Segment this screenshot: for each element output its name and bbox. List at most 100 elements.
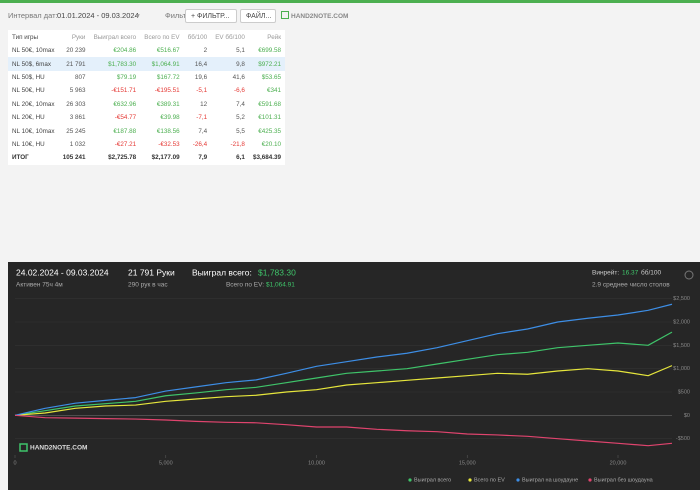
legend-label: Выиграл всего — [414, 477, 451, 483]
cell: -5,1 — [196, 87, 208, 95]
cell: 19,6 — [194, 73, 208, 81]
cell: 26 303 — [66, 100, 86, 108]
y-tick-label: $500 — [678, 389, 690, 395]
top-accent — [0, 0, 700, 3]
cell: -€54.77 — [114, 114, 137, 122]
logo-text: HAND2NOTE.COM — [291, 13, 349, 20]
total-cell: 105 241 — [62, 154, 86, 162]
cell: 12 — [200, 100, 208, 108]
cell: €204.86 — [113, 47, 137, 55]
filter-button[interactable]: + ФИЛЬТР... — [185, 9, 237, 23]
total-cell: $3,684.39 — [252, 154, 281, 162]
column-header: Тип игры — [12, 33, 39, 41]
table-row[interactable]: NL 20€, HU 3 861 -€54.77 €39.98 -7,1 5,2 €101.… — [8, 111, 285, 124]
cell: $972.21 — [258, 60, 281, 68]
series-line — [14, 331, 673, 416]
x-tick-label: 10,000 — [308, 460, 325, 466]
y-tick-label: $2,000 — [673, 319, 690, 325]
cell: €425.35 — [258, 127, 281, 135]
total-cell: ИТОГ — [12, 154, 29, 162]
table-row[interactable]: NL 50$, HU 807 $79.19 $167.72 19,6 41,6 $53.65 — [8, 71, 285, 84]
column-header: Выиграл всего — [93, 33, 137, 41]
legend-label: Выиграл на шоудауне — [522, 477, 578, 483]
column-header: Всего по EV — [144, 33, 180, 41]
cell: 5,2 — [236, 114, 245, 122]
settings-icon[interactable] — [684, 270, 694, 280]
active-time: Активен 75ч 4м — [16, 282, 63, 289]
cell: $1,783.30 — [108, 60, 137, 68]
cell: €699.58 — [258, 47, 281, 55]
date-caret[interactable]: ▾ — [136, 11, 140, 20]
chart-panel — [8, 262, 700, 490]
y-tick-label: $1,500 — [673, 343, 690, 349]
cell: 20 239 — [66, 47, 86, 55]
y-tick-label: $2,500 — [673, 296, 690, 302]
cell: NL 10€, HU — [12, 140, 45, 148]
cell: 41,6 — [232, 73, 245, 81]
cell: 5,1 — [236, 47, 245, 55]
cell: 9,8 — [236, 60, 245, 68]
cell: €20.10 — [261, 140, 281, 148]
cell: NL 50€, HU — [12, 87, 45, 95]
cell: 5 963 — [69, 87, 86, 95]
cell: €341 — [266, 87, 281, 95]
cell: €591.68 — [258, 100, 281, 108]
cell: 5,5 — [236, 127, 245, 135]
cell: 21 791 — [66, 60, 86, 68]
cell: NL 20€, HU — [12, 114, 45, 122]
cell: $53.65 — [261, 73, 281, 81]
cell: $79.19 — [116, 73, 137, 81]
legend-dot — [516, 478, 520, 482]
cell: $1,064.91 — [151, 60, 180, 68]
ev-label: Всего по EV: — [226, 282, 264, 289]
date-range[interactable]: 01.01.2024 - 09.03.2024 — [57, 11, 139, 20]
column-header: Руки — [71, 33, 86, 41]
legend-dot — [468, 478, 472, 482]
header-row: Тип игры Руки Выиграл всего Всего по EV бб/1… — [8, 30, 285, 44]
column-header: Рейк — [267, 33, 281, 41]
column-header: EV бб/100 — [215, 33, 245, 41]
cell: 7,4 — [198, 127, 208, 135]
table-row[interactable]: NL 10€, HU 1 032 -€27.21 -€32.53 -26,4 -21,8 €… — [8, 138, 285, 151]
x-tick-label: 0 — [13, 460, 16, 466]
y-tick-label: $1,000 — [673, 366, 690, 372]
table-row[interactable]: NL 50$, 6max 21 791 $1,783.30 $1,064.91 16,4… — [8, 57, 285, 71]
table-row[interactable]: NL 20€, 10max 26 303 €632.96 €389.31 12 7,4 €5… — [8, 98, 285, 111]
x-tick-label: 15,000 — [459, 460, 476, 466]
cell: 25 245 — [66, 127, 86, 135]
cell: €138.56 — [156, 127, 180, 135]
date-label: Интервал дат: — [8, 11, 58, 20]
filters-label: Фильтры: — [165, 11, 198, 20]
file-button[interactable]: ФАЙЛ... — [240, 9, 276, 23]
series-line — [14, 303, 673, 416]
total-cell: 7,9 — [198, 154, 208, 162]
cell: NL 50€, 10max — [12, 47, 55, 55]
total-cell: $2,725.78 — [108, 154, 137, 162]
cell: €39.98 — [160, 114, 180, 122]
legend-label: Выиграл без шоудауна — [594, 477, 654, 483]
cell: NL 20€, 10max — [12, 100, 55, 108]
y-tick-label: -$500 — [676, 436, 690, 442]
logo: HAND2NOTE.COM — [281, 11, 348, 20]
legend-dot — [588, 478, 592, 482]
cell: NL 50$, 6max — [12, 60, 51, 68]
cell: 3 861 — [69, 114, 86, 122]
cell: 807 — [74, 73, 86, 81]
table-row[interactable]: NL 10€, 10max 25 245 €187.88 €138.56 7,4 5,5 €… — [8, 124, 285, 137]
total-cell: 6,1 — [236, 154, 245, 162]
cell: -21,8 — [230, 140, 245, 148]
period: 24.02.2024 - 09.03.2024 — [16, 267, 109, 277]
hands: 21 791 Руки — [128, 267, 175, 277]
cell: 16,4 — [194, 60, 208, 68]
x-tick-label: 5,000 — [159, 460, 173, 466]
cell: -6,6 — [233, 87, 245, 95]
cell: €632.96 — [113, 100, 137, 108]
table-row[interactable]: NL 50€, 10max 20 239 €204.86 €516.67 2 5,1 €69… — [8, 44, 285, 57]
total-row: ИТОГ 105 241 $2,725.78 $2,177.09 7,9 6,1 $3,68… — [8, 151, 285, 164]
winrate-unit: бб/100 — [641, 269, 661, 277]
table-row[interactable]: NL 50€, HU 5 963 -€151.71 -€195.51 -5,1 -6,6 €… — [8, 84, 285, 97]
total-cell: $2,177.09 — [151, 154, 180, 162]
cell: 2 — [203, 47, 208, 55]
series-line — [14, 365, 673, 416]
